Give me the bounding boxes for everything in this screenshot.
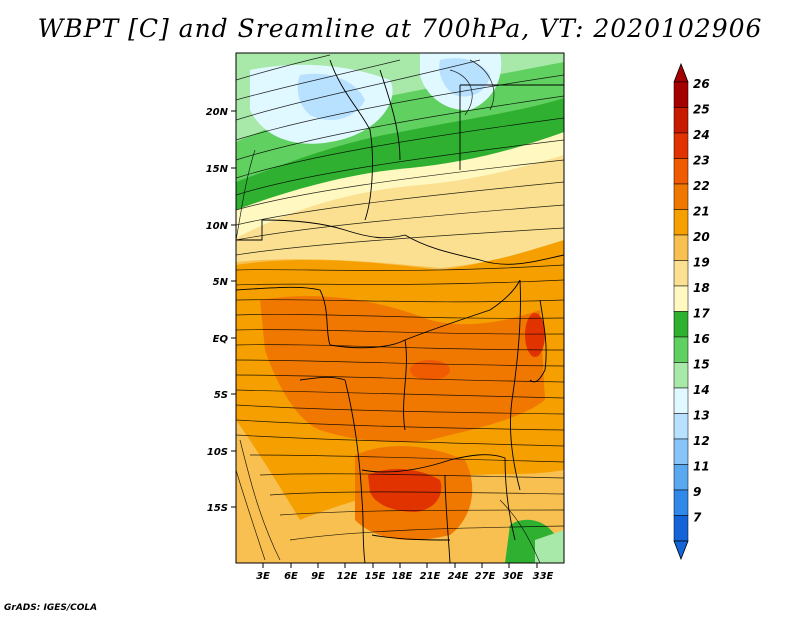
colorbar-swatch bbox=[673, 438, 689, 465]
colorbar-swatch bbox=[673, 413, 689, 440]
x-tick-label: 9E bbox=[311, 571, 325, 582]
colorbar-top-arrow bbox=[673, 62, 689, 83]
y-tick-label: 15S bbox=[207, 503, 228, 514]
x-tick-label: 21E bbox=[420, 571, 441, 582]
wbpt-zone-18-19 bbox=[236, 130, 564, 238]
grads-credit: GrADS: IGES/COLA bbox=[4, 603, 98, 613]
colorbar-label: 13 bbox=[693, 409, 710, 423]
colorbar-label: 26 bbox=[693, 77, 710, 91]
y-tick-label: 15N bbox=[206, 164, 229, 175]
x-tick-label: 12E bbox=[337, 571, 358, 582]
wbpt-zone-13-14-west bbox=[297, 73, 365, 120]
colorbar-label: 22 bbox=[693, 179, 710, 193]
colorbar-label: 11 bbox=[693, 460, 710, 474]
colorbar-bottom-arrow bbox=[673, 540, 689, 561]
y-tick-label: 5N bbox=[213, 277, 229, 288]
colorbar-label: 14 bbox=[693, 383, 710, 397]
colorbar-label: 12 bbox=[693, 434, 710, 448]
colorbar-label: 16 bbox=[693, 332, 710, 346]
colorbar-swatch bbox=[673, 311, 689, 338]
colorbar-label: 24 bbox=[693, 128, 710, 142]
colorbar-label: 20 bbox=[693, 230, 710, 244]
wbpt-zone-23-24 bbox=[368, 468, 442, 512]
country-borders bbox=[236, 59, 564, 563]
colorbar-swatch bbox=[673, 107, 689, 134]
colorbar-label: 7 bbox=[693, 511, 702, 525]
colorbar-label: 23 bbox=[693, 154, 710, 168]
colorbar-label: 18 bbox=[693, 281, 710, 295]
x-tick-label: 27E bbox=[475, 571, 496, 582]
map-panel bbox=[236, 53, 564, 563]
colorbar-swatch bbox=[673, 158, 689, 185]
colorbar-labels: 26 25 24 23 22 21 20 19 18 17 16 15 14 13 12 11 9 7 bbox=[693, 77, 710, 525]
colorbar-swatch bbox=[673, 515, 689, 542]
wbpt-zone-south-east-pale bbox=[535, 530, 564, 563]
x-tick-label: 18E bbox=[392, 571, 413, 582]
y-tick-label: 20N bbox=[206, 107, 229, 118]
y-axis-ticks bbox=[231, 110, 236, 508]
colorbar-swatch bbox=[673, 362, 689, 389]
colorbar-label: 25 bbox=[693, 103, 710, 117]
y-tick-label: 5S bbox=[214, 390, 228, 401]
colorbar-swatch bbox=[673, 336, 689, 363]
colorbar-swatch bbox=[673, 209, 689, 236]
x-tick-label: 33E bbox=[533, 571, 554, 582]
colorbar-swatch bbox=[673, 234, 689, 261]
y-tick-label: EQ bbox=[213, 334, 229, 345]
colorbar-swatch bbox=[673, 285, 689, 312]
streamlines bbox=[236, 54, 564, 563]
x-tick-label: 24E bbox=[448, 571, 469, 582]
colorbar-swatch bbox=[673, 464, 689, 491]
wbpt-zone-19-20 bbox=[236, 150, 564, 268]
colorbar-swatch bbox=[673, 260, 689, 287]
colorbar-swatch bbox=[673, 132, 689, 159]
colorbar-label: 21 bbox=[693, 205, 710, 219]
colorbar-swatch bbox=[673, 489, 689, 516]
x-tick-label: 15E bbox=[365, 571, 386, 582]
y-tick-label: 10N bbox=[206, 221, 229, 232]
colorbar-label: 9 bbox=[693, 485, 701, 499]
colorbar-swatch bbox=[673, 387, 689, 414]
wbpt-hotspot-central bbox=[410, 360, 450, 380]
x-tick-label: 6E bbox=[284, 571, 298, 582]
map-title: WBPT [C] and Sreamline at 700hPa, VT: 20… bbox=[37, 14, 763, 43]
colorbar-label: 19 bbox=[693, 256, 710, 270]
colorbar bbox=[673, 62, 689, 561]
colorbar-swatch bbox=[673, 81, 689, 108]
x-axis-ticks bbox=[262, 563, 538, 568]
colorbar-label: 15 bbox=[693, 358, 710, 372]
y-tick-label: 10S bbox=[207, 447, 228, 458]
x-tick-label: 30E bbox=[503, 571, 524, 582]
colorbar-label: 17 bbox=[693, 307, 710, 321]
wbpt-hotspot-east bbox=[525, 313, 545, 357]
wbpt-zone-22-23 bbox=[260, 296, 545, 442]
colorbar-swatch bbox=[673, 183, 689, 210]
x-tick-label: 3E bbox=[256, 571, 270, 582]
